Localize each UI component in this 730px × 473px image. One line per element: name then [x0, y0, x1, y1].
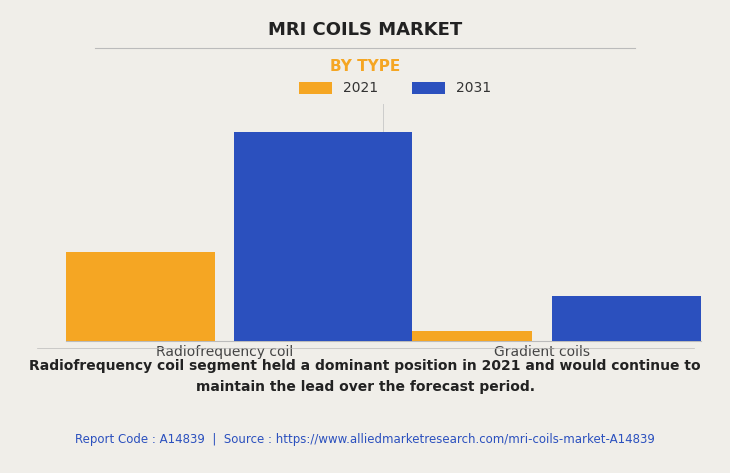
Bar [355, 331, 532, 341]
Text: 2021: 2021 [343, 80, 378, 95]
Text: 2031: 2031 [456, 80, 491, 95]
Bar [552, 296, 729, 341]
Bar [234, 132, 412, 341]
Text: BY TYPE: BY TYPE [330, 59, 400, 74]
Text: MRI COILS MARKET: MRI COILS MARKET [268, 21, 462, 39]
Bar [37, 252, 215, 341]
Text: Radiofrequency coil segment held a dominant position in 2021 and would continue : Radiofrequency coil segment held a domin… [29, 359, 701, 394]
Text: Report Code : A14839  |  Source : https://www.alliedmarketresearch.com/mri-coils: Report Code : A14839 | Source : https://… [75, 433, 655, 446]
